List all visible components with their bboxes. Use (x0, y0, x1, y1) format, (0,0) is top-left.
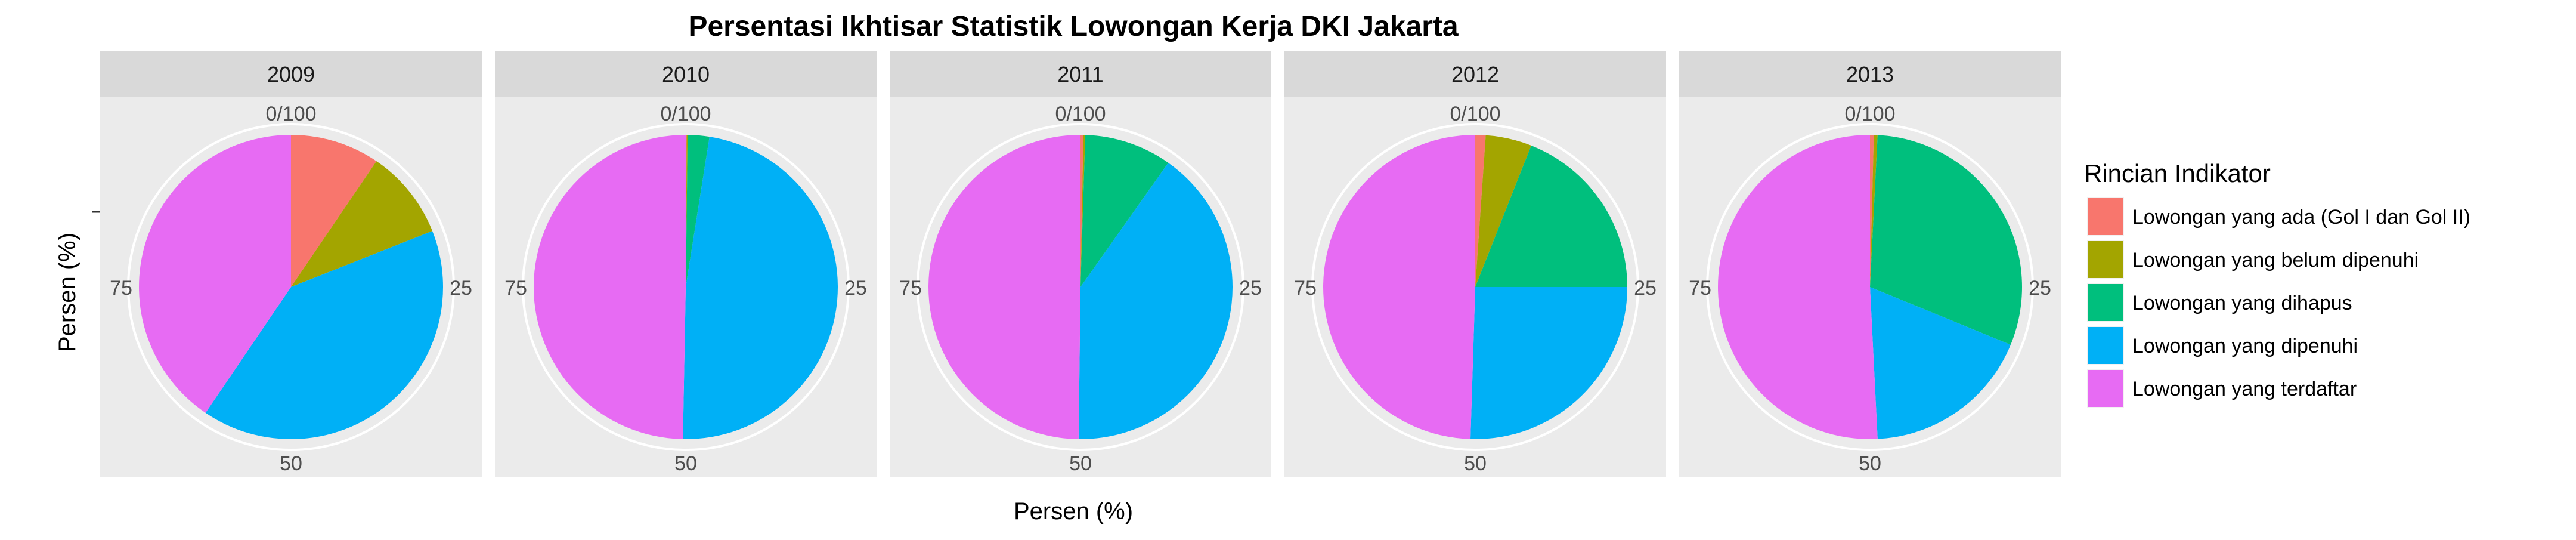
pie-slice-lowongan-yang-ada-gol-i-dan-gol-ii (1080, 135, 1083, 287)
facet-strip-label: 2011 (1057, 62, 1103, 87)
theta-tick-label: 25 (2029, 277, 2051, 300)
theta-tick-label: 25 (1634, 277, 1657, 300)
pie-slice-lowongan-yang-ada-gol-i-dan-gol-ii (686, 135, 687, 287)
facet-panel-2011: 2011 0/100 25 50 75 (890, 51, 1271, 477)
legend-label: Lowongan yang belum dipenuhi (2132, 249, 2419, 271)
facet-strip (495, 51, 877, 97)
y-axis-label: Persen (%) (54, 233, 80, 352)
polar-gridline (522, 123, 850, 451)
pie-slice-lowongan-yang-belum-dipenuhi (1870, 135, 1878, 287)
theta-tick-label: 25 (844, 277, 867, 300)
legend-title: Rincian Indikator (2084, 159, 2271, 187)
theta-tick-label: 25 (1239, 277, 1262, 300)
theta-tick-label: 25 (450, 277, 472, 300)
legend-label: Lowongan yang dihapus (2132, 292, 2352, 314)
facet-strip (1284, 51, 1666, 97)
facet-panels: 20090/10025507520100/10025507520110/1002… (100, 51, 2061, 477)
legend: Rincian Indikator Lowongan yang ada (Gol… (2084, 159, 2470, 408)
pie-slice-lowongan-yang-dipenuhi (1078, 162, 1233, 439)
legend-item-lowongan-yang-dipenuhi: Lowongan yang dipenuhi (2087, 326, 2358, 365)
pie-slice-lowongan-yang-belum-dipenuhi (1080, 135, 1086, 287)
legend-swatch (2088, 327, 2123, 364)
legend-swatch (2088, 241, 2123, 278)
pie-slice-lowongan-yang-dipenuhi (205, 231, 444, 440)
facet-strip-label: 2009 (267, 62, 315, 87)
legend-swatch (2088, 284, 2123, 321)
theta-tick-label: 50 (1464, 452, 1487, 475)
facet-strip (1679, 51, 2061, 97)
facet-strip (100, 51, 482, 97)
polar-gridline (1311, 123, 1639, 451)
pie-slice-lowongan-yang-ada-gol-i-dan-gol-ii (291, 135, 377, 287)
facet-strip-label: 2010 (662, 62, 710, 87)
theta-tick-label: 50 (280, 452, 302, 475)
pie-slice-lowongan-yang-terdaftar (1323, 135, 1475, 439)
theta-tick-label: 75 (504, 277, 527, 300)
theta-tick-label: 75 (110, 277, 132, 300)
pie-slice-lowongan-yang-dihapus (1870, 135, 2022, 345)
legend-item-lowongan-yang-belum-dipenuhi: Lowongan yang belum dipenuhi (2087, 240, 2419, 279)
polar-gridline (917, 123, 1244, 451)
facet-panel-2012: 2012 0/100 25 50 75 (1284, 51, 1666, 477)
facet-panel-2013: 2013 0/100 25 50 75 (1679, 51, 2061, 477)
pie-slice-lowongan-yang-terdaftar (928, 135, 1080, 439)
facet-strip-label: 2013 (1846, 62, 1894, 87)
theta-tick-label: 75 (1294, 277, 1317, 300)
polar-gridline (1706, 123, 2034, 451)
facet-panel-2009: 2009 0/100 25 50 75 (100, 51, 482, 477)
pie-slice-lowongan-yang-terdaftar (139, 135, 291, 413)
theta-tick-label: 50 (1069, 452, 1092, 475)
x-axis-label: Persen (%) (1014, 498, 1133, 524)
pie-slice-lowongan-yang-dipenuhi (683, 137, 838, 440)
pie-slice-lowongan-yang-dipenuhi (1470, 287, 1627, 439)
legend-label: Lowongan yang ada (Gol I dan Gol II) (2132, 206, 2470, 229)
pie-slice-lowongan-yang-belum-dipenuhi (291, 161, 433, 287)
theta-tick-label: 0/100 (1450, 103, 1500, 125)
facet-strip (890, 51, 1271, 97)
legend-label: Lowongan yang dipenuhi (2132, 335, 2358, 357)
legend-label: Lowongan yang terdaftar (2132, 378, 2357, 400)
theta-tick-label: 0/100 (1055, 103, 1106, 125)
pie-slice-lowongan-yang-dipenuhi (1870, 287, 2011, 439)
pie-slice-lowongan-yang-ada-gol-i-dan-gol-ii (1475, 135, 1486, 287)
theta-tick-label: 0/100 (660, 103, 711, 125)
pie-slice-lowongan-yang-belum-dipenuhi (686, 135, 688, 287)
legend-item-lowongan-yang-ada-gol-i-dan-gol-ii: Lowongan yang ada (Gol I dan Gol II) (2087, 197, 2470, 236)
pie-slice-lowongan-yang-dihapus (686, 135, 710, 287)
theta-tick-label: 75 (899, 277, 922, 300)
pie-slice-lowongan-yang-terdaftar (1718, 135, 1878, 439)
legend-swatch (2088, 370, 2123, 407)
theta-tick-label: 50 (674, 452, 697, 475)
theta-tick-label: 0/100 (1844, 103, 1895, 125)
pie-slice-lowongan-yang-belum-dipenuhi (1475, 135, 1531, 287)
theta-tick-label: 50 (1859, 452, 1881, 475)
facet-strip-label: 2012 (1451, 62, 1499, 87)
polar-gridline (127, 123, 455, 451)
legend-item-lowongan-yang-dihapus: Lowongan yang dihapus (2087, 283, 2352, 322)
legend-swatch (2088, 198, 2123, 235)
theta-tick-label: 75 (1689, 277, 1711, 300)
pie-slice-lowongan-yang-terdaftar (533, 135, 686, 439)
facet-panel-2010: 2010 0/100 25 50 75 (495, 51, 877, 477)
legend-item-lowongan-yang-terdaftar: Lowongan yang terdaftar (2087, 369, 2357, 408)
pie-slice-lowongan-yang-dihapus (1080, 135, 1169, 287)
pie-slice-lowongan-yang-dihapus (1475, 145, 1627, 287)
chart-title: Persentasi Ikhtisar Statistik Lowongan K… (688, 11, 1458, 42)
theta-tick-label: 0/100 (265, 103, 316, 125)
pie-slice-lowongan-yang-ada-gol-i-dan-gol-ii (1870, 135, 1874, 287)
